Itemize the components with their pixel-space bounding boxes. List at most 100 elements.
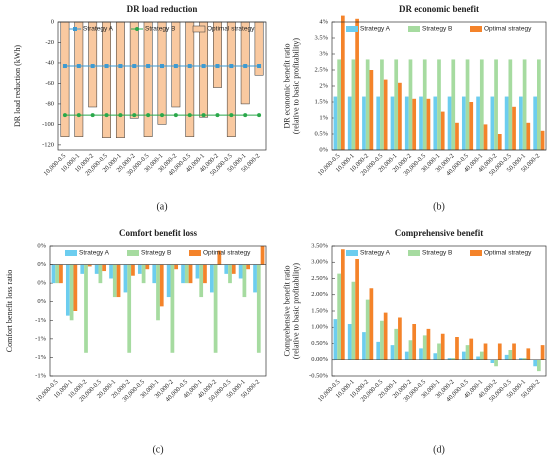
legend-swatch: [346, 26, 358, 32]
bar: [512, 343, 516, 360]
bar: [253, 264, 257, 293]
legend-label: Strategy B: [145, 26, 175, 33]
bar: [260, 246, 265, 265]
bar: [483, 343, 488, 360]
marker: [132, 64, 137, 69]
bar: [213, 264, 218, 353]
legend-swatch: [346, 250, 358, 256]
bar: [526, 348, 531, 360]
plot-frame: [57, 21, 267, 151]
bar: [340, 15, 345, 150]
bar: [184, 264, 189, 284]
bar: [351, 59, 356, 150]
marker: [76, 113, 81, 118]
y-tick-label: -1%: [35, 317, 46, 324]
y-tick-label: 2.50%: [311, 275, 328, 282]
bar: [455, 337, 459, 360]
bar: [394, 328, 399, 360]
legend: Strategy A Strategy B Optimal strategy: [346, 250, 532, 257]
bar: [537, 59, 541, 150]
bar: [224, 264, 229, 274]
bar: [127, 264, 132, 353]
bar: [181, 264, 185, 284]
bar: [522, 59, 527, 150]
legend-swatch: [73, 27, 77, 31]
bar: [376, 341, 381, 360]
bar: [365, 59, 370, 150]
marker: [76, 64, 81, 69]
y-tick-label: 3.00%: [311, 259, 328, 266]
bar: [390, 96, 395, 150]
bar: [465, 59, 470, 150]
bar: [369, 70, 374, 150]
y-axis-title: DR economic benefit ratio: [282, 43, 291, 128]
bar: [340, 249, 345, 360]
marker: [104, 64, 109, 69]
bar: [426, 98, 431, 150]
bar: [217, 250, 222, 265]
marker: [146, 113, 151, 118]
bar: [242, 264, 247, 298]
bar: [437, 343, 441, 360]
panel-caption: (b): [433, 201, 445, 212]
y-tick-label: 1.50%: [311, 307, 328, 314]
legend-swatch: [65, 250, 77, 256]
bar: [98, 264, 103, 284]
bar: [347, 96, 352, 150]
bar: [479, 59, 484, 150]
legend: Strategy A Strategy B Optimal strategy: [65, 250, 251, 257]
y-tick-label: -1%: [35, 372, 46, 379]
bar: [483, 124, 488, 150]
legend-swatch: [408, 26, 420, 32]
bar: [80, 264, 85, 274]
bar: [540, 130, 545, 150]
legend-label: Optimal strategy: [207, 26, 255, 33]
y-tick-label: 0%: [37, 261, 46, 268]
bar: [504, 354, 509, 360]
legend-label: Strategy A: [83, 26, 114, 33]
marker: [229, 113, 234, 118]
bar: [451, 358, 456, 360]
bar: [508, 59, 513, 150]
bar: [508, 350, 513, 360]
bar: [408, 340, 413, 360]
bar: [60, 21, 70, 137]
bar: [398, 317, 402, 360]
bar: [141, 264, 146, 284]
bar: [256, 264, 261, 353]
bar: [380, 59, 384, 150]
bar: [426, 328, 431, 360]
bar: [59, 264, 63, 284]
bar: [246, 264, 251, 270]
y-tick-label: 0%: [319, 146, 328, 153]
bar: [490, 359, 495, 363]
marker: [257, 64, 262, 69]
legend-label: Strategy A: [360, 250, 391, 257]
bar: [408, 59, 413, 150]
bar: [476, 96, 480, 150]
y-tick-label: 2.00%: [311, 291, 328, 298]
marker: [90, 113, 95, 118]
bar: [512, 106, 516, 150]
bar: [123, 264, 128, 293]
bar: [228, 264, 232, 284]
marker: [62, 64, 67, 69]
y-tick-label: 3.50%: [311, 242, 328, 249]
bar: [447, 358, 452, 360]
legend-label: Strategy B: [422, 250, 452, 257]
bar: [157, 21, 167, 125]
marker: [104, 113, 109, 118]
bar: [170, 264, 175, 353]
bar: [115, 21, 125, 138]
bar: [433, 353, 438, 360]
bar: [497, 343, 502, 360]
bar: [412, 98, 417, 150]
bar: [383, 79, 388, 150]
y-tick-label: -60: [45, 80, 54, 87]
bar: [398, 82, 402, 150]
marker: [187, 113, 192, 118]
y-tick-label: 0%: [37, 298, 46, 305]
bar: [476, 356, 480, 360]
bar: [69, 264, 74, 321]
panel-caption: (a): [156, 201, 167, 212]
